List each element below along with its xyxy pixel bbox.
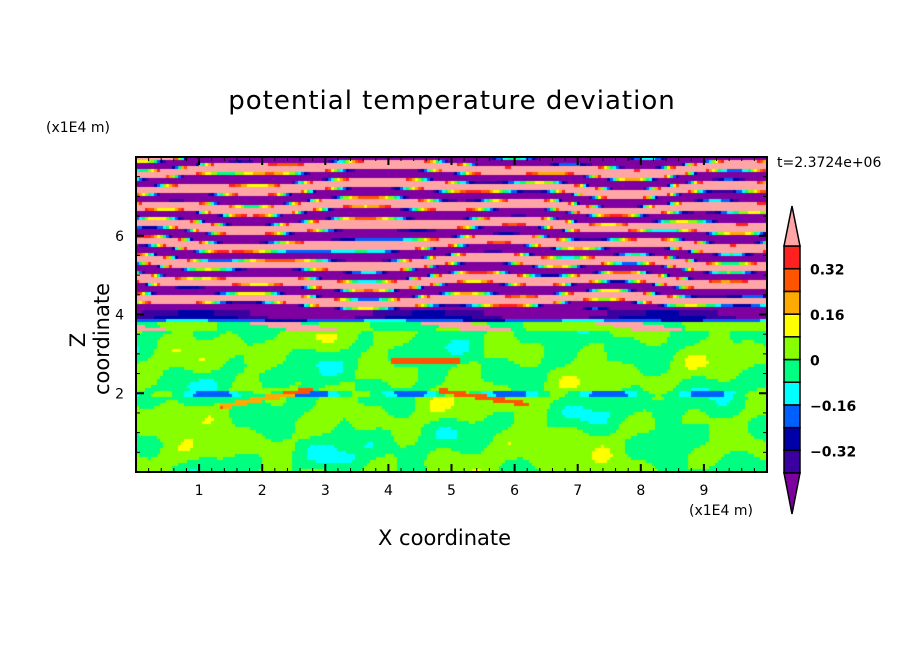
- colorbar-bin: [783, 313, 801, 338]
- x-axis-unit: (x1E4 m): [689, 503, 753, 519]
- colorbar-label: 0.16: [810, 308, 845, 324]
- x-tick-label: 2: [258, 483, 267, 499]
- colorbar-bin: [783, 449, 801, 474]
- colorbar-bin: [783, 426, 801, 452]
- y-tick-label: 4: [115, 308, 124, 324]
- colorbar-bin: [783, 404, 801, 429]
- colorbar-bin: [783, 267, 801, 293]
- colorbar-bin: [783, 245, 801, 270]
- y-axis-unit: (x1E4 m): [46, 120, 110, 136]
- colorbar-bin: [783, 336, 801, 361]
- time-label: t=2.3724e+06: [777, 155, 882, 171]
- colorbar-extend-max: [783, 205, 801, 247]
- colorbar-extend-min: [783, 472, 801, 515]
- x-tick-label: 6: [510, 483, 519, 499]
- x-tick-label: 5: [447, 483, 456, 499]
- plot-frame: [135, 156, 768, 473]
- colorbar-bin: [783, 290, 801, 315]
- x-tick-label: 3: [321, 483, 330, 499]
- colorbar-label: −0.16: [810, 399, 856, 415]
- contour-field: [136, 157, 767, 472]
- x-axis-label: X coordinate: [378, 526, 512, 550]
- colorbar-label: −0.32: [810, 444, 856, 460]
- colorbar-label: 0: [810, 354, 820, 370]
- chart-title: potential temperature deviation: [228, 86, 676, 116]
- x-tick-label: 1: [195, 483, 204, 499]
- x-tick-label: 4: [384, 483, 393, 499]
- y-tick-label: 6: [115, 229, 124, 245]
- colorbar-label: 0.32: [810, 263, 845, 279]
- x-tick-label: 7: [573, 483, 582, 499]
- x-tick-label: 8: [636, 483, 645, 499]
- x-tick-label: 9: [699, 483, 708, 499]
- colorbar-bin: [783, 358, 801, 383]
- y-tick-label: 2: [115, 386, 124, 402]
- colorbar-bin: [783, 381, 801, 406]
